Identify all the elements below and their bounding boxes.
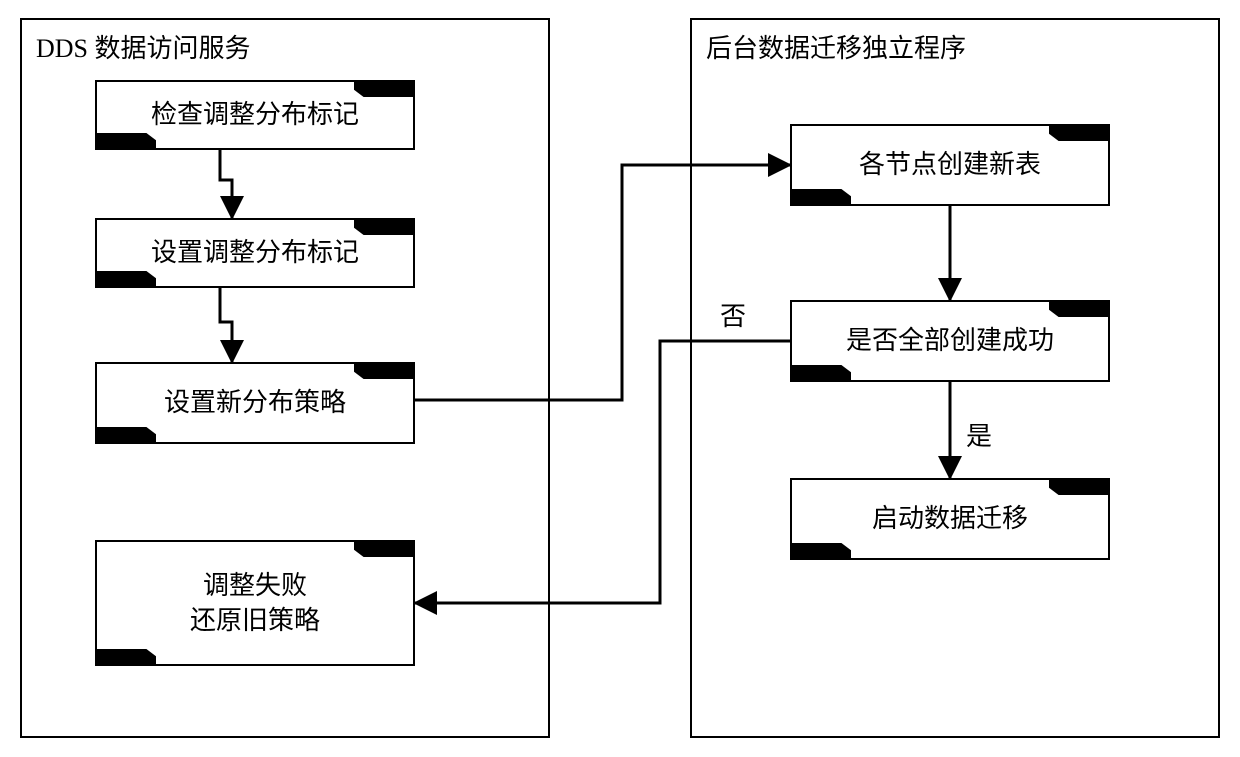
node-label: 各节点创建新表 <box>859 147 1041 182</box>
node-label: 设置调整分布标记 <box>151 235 359 270</box>
node-set-flag: 设置调整分布标记 <box>95 218 415 288</box>
node-revert-strategy: 调整失败 还原旧策略 <box>95 540 415 666</box>
node-label: 设置新分布策略 <box>164 385 346 420</box>
edge-label-yes: 是 <box>966 416 992 453</box>
node-check-flag: 检查调整分布标记 <box>95 80 415 150</box>
node-label: 调整失败 还原旧策略 <box>190 568 320 638</box>
node-start-migration: 启动数据迁移 <box>790 478 1110 560</box>
node-check-all-created: 是否全部创建成功 <box>790 300 1110 382</box>
panel-right-title: 后台数据迁移独立程序 <box>702 28 970 65</box>
edge-label-no: 否 <box>720 296 746 333</box>
node-create-tables: 各节点创建新表 <box>790 124 1110 206</box>
diagram-canvas: DDS 数据访问服务 后台数据迁移独立程序 检查调整分布标记 设置调整分布标记 … <box>0 0 1240 757</box>
panel-left-title: DDS 数据访问服务 <box>32 28 255 65</box>
node-label: 启动数据迁移 <box>872 501 1028 536</box>
node-label: 是否全部创建成功 <box>846 323 1054 358</box>
node-label: 检查调整分布标记 <box>151 97 359 132</box>
node-set-new-strategy: 设置新分布策略 <box>95 362 415 444</box>
